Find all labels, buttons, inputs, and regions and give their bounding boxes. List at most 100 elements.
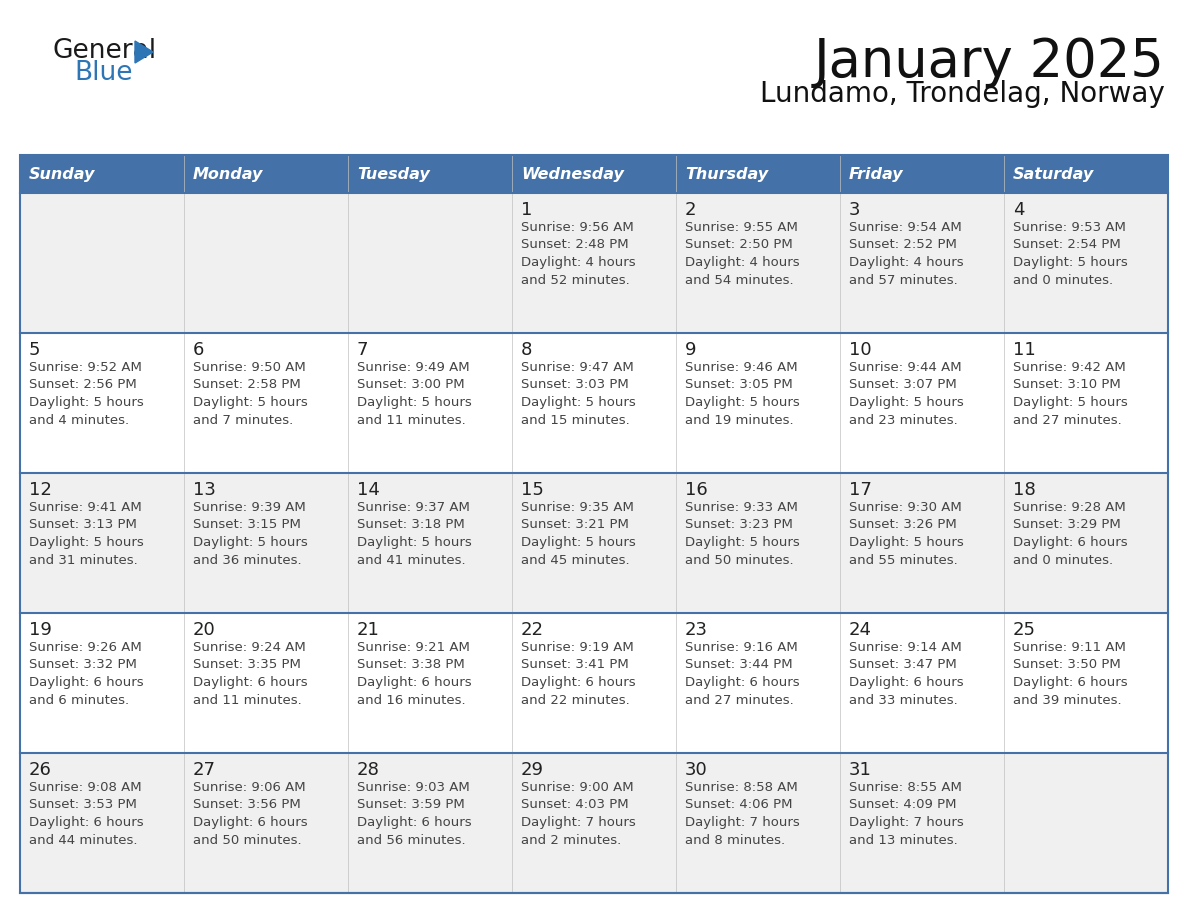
Text: 18: 18 <box>1013 481 1036 499</box>
Text: Sunset: 2:56 PM: Sunset: 2:56 PM <box>29 378 137 391</box>
Bar <box>676 155 840 193</box>
Text: 26: 26 <box>29 761 52 779</box>
Text: Sunset: 2:52 PM: Sunset: 2:52 PM <box>849 239 956 252</box>
Text: Sunrise: 9:26 AM: Sunrise: 9:26 AM <box>29 641 141 654</box>
Text: Sunrise: 9:33 AM: Sunrise: 9:33 AM <box>685 501 798 514</box>
Bar <box>512 155 676 193</box>
Text: Wednesday: Wednesday <box>522 166 624 182</box>
Text: Sunset: 3:59 PM: Sunset: 3:59 PM <box>358 799 465 812</box>
Text: Sunrise: 9:28 AM: Sunrise: 9:28 AM <box>1013 501 1126 514</box>
Text: General: General <box>52 38 156 64</box>
Text: Sunset: 3:26 PM: Sunset: 3:26 PM <box>849 519 956 532</box>
Text: and 52 minutes.: and 52 minutes. <box>522 274 630 286</box>
Text: 29: 29 <box>522 761 544 779</box>
Text: Sunset: 2:48 PM: Sunset: 2:48 PM <box>522 239 628 252</box>
Text: Sunrise: 9:08 AM: Sunrise: 9:08 AM <box>29 781 141 794</box>
Text: and 6 minutes.: and 6 minutes. <box>29 693 129 707</box>
Text: Sunrise: 9:19 AM: Sunrise: 9:19 AM <box>522 641 633 654</box>
Text: Lundamo, Trondelag, Norway: Lundamo, Trondelag, Norway <box>760 80 1165 108</box>
Text: Tuesday: Tuesday <box>358 166 430 182</box>
Text: Saturday: Saturday <box>1013 166 1094 182</box>
Text: Sunrise: 9:16 AM: Sunrise: 9:16 AM <box>685 641 798 654</box>
Text: Daylight: 5 hours: Daylight: 5 hours <box>1013 256 1127 269</box>
Bar <box>20 613 1168 753</box>
Text: Friday: Friday <box>849 166 904 182</box>
Text: and 2 minutes.: and 2 minutes. <box>522 834 621 846</box>
Text: Daylight: 6 hours: Daylight: 6 hours <box>849 676 963 689</box>
Text: and 13 minutes.: and 13 minutes. <box>849 834 958 846</box>
Text: Sunset: 3:10 PM: Sunset: 3:10 PM <box>1013 378 1120 391</box>
Text: and 57 minutes.: and 57 minutes. <box>849 274 958 286</box>
Text: Daylight: 5 hours: Daylight: 5 hours <box>849 396 963 409</box>
Text: Daylight: 6 hours: Daylight: 6 hours <box>29 676 144 689</box>
Text: Daylight: 5 hours: Daylight: 5 hours <box>358 536 472 549</box>
Bar <box>1004 155 1168 193</box>
Text: Sunset: 3:35 PM: Sunset: 3:35 PM <box>192 658 301 671</box>
Text: 14: 14 <box>358 481 380 499</box>
Text: Daylight: 4 hours: Daylight: 4 hours <box>849 256 963 269</box>
Text: and 36 minutes.: and 36 minutes. <box>192 554 302 566</box>
Text: and 23 minutes.: and 23 minutes. <box>849 413 958 427</box>
Text: Sunrise: 9:49 AM: Sunrise: 9:49 AM <box>358 361 469 374</box>
Text: Daylight: 6 hours: Daylight: 6 hours <box>29 816 144 829</box>
Text: Daylight: 7 hours: Daylight: 7 hours <box>685 816 800 829</box>
Text: Daylight: 6 hours: Daylight: 6 hours <box>192 676 308 689</box>
Text: and 4 minutes.: and 4 minutes. <box>29 413 129 427</box>
Text: Sunset: 2:58 PM: Sunset: 2:58 PM <box>192 378 301 391</box>
Bar <box>20 155 184 193</box>
Text: 6: 6 <box>192 341 204 359</box>
Text: Sunset: 3:56 PM: Sunset: 3:56 PM <box>192 799 301 812</box>
Bar <box>20 333 1168 473</box>
Text: Daylight: 4 hours: Daylight: 4 hours <box>522 256 636 269</box>
Text: Sunrise: 9:03 AM: Sunrise: 9:03 AM <box>358 781 469 794</box>
Text: Sunset: 3:53 PM: Sunset: 3:53 PM <box>29 799 137 812</box>
Text: 1: 1 <box>522 201 532 219</box>
Text: Blue: Blue <box>74 60 133 86</box>
Text: Sunrise: 9:37 AM: Sunrise: 9:37 AM <box>358 501 470 514</box>
Text: Sunset: 3:07 PM: Sunset: 3:07 PM <box>849 378 956 391</box>
Text: Daylight: 5 hours: Daylight: 5 hours <box>522 536 636 549</box>
Text: 20: 20 <box>192 621 216 639</box>
Text: Sunset: 3:15 PM: Sunset: 3:15 PM <box>192 519 301 532</box>
Text: 7: 7 <box>358 341 368 359</box>
Text: Sunset: 3:13 PM: Sunset: 3:13 PM <box>29 519 137 532</box>
Text: and 19 minutes.: and 19 minutes. <box>685 413 794 427</box>
Text: 22: 22 <box>522 621 544 639</box>
Text: 24: 24 <box>849 621 872 639</box>
Text: Daylight: 7 hours: Daylight: 7 hours <box>522 816 636 829</box>
Text: and 11 minutes.: and 11 minutes. <box>192 693 302 707</box>
Text: Sunrise: 9:14 AM: Sunrise: 9:14 AM <box>849 641 962 654</box>
Text: Sunset: 3:03 PM: Sunset: 3:03 PM <box>522 378 628 391</box>
Text: Sunset: 2:54 PM: Sunset: 2:54 PM <box>1013 239 1120 252</box>
Text: Sunset: 3:00 PM: Sunset: 3:00 PM <box>358 378 465 391</box>
Text: Daylight: 5 hours: Daylight: 5 hours <box>192 536 308 549</box>
Text: January 2025: January 2025 <box>814 36 1165 88</box>
Text: Daylight: 6 hours: Daylight: 6 hours <box>358 816 472 829</box>
Text: Sunset: 3:18 PM: Sunset: 3:18 PM <box>358 519 465 532</box>
Bar <box>20 753 1168 893</box>
Text: Daylight: 5 hours: Daylight: 5 hours <box>849 536 963 549</box>
Text: and 27 minutes.: and 27 minutes. <box>685 693 794 707</box>
Text: and 15 minutes.: and 15 minutes. <box>522 413 630 427</box>
Text: Sunrise: 9:56 AM: Sunrise: 9:56 AM <box>522 221 633 234</box>
Text: Sunrise: 9:30 AM: Sunrise: 9:30 AM <box>849 501 962 514</box>
Text: Daylight: 5 hours: Daylight: 5 hours <box>685 396 800 409</box>
Text: Sunrise: 9:41 AM: Sunrise: 9:41 AM <box>29 501 141 514</box>
Text: Sunrise: 9:06 AM: Sunrise: 9:06 AM <box>192 781 305 794</box>
Bar <box>20 155 1168 893</box>
Text: 19: 19 <box>29 621 52 639</box>
Text: Sunrise: 9:47 AM: Sunrise: 9:47 AM <box>522 361 633 374</box>
Text: Sunset: 3:32 PM: Sunset: 3:32 PM <box>29 658 137 671</box>
Text: Daylight: 6 hours: Daylight: 6 hours <box>1013 536 1127 549</box>
Text: 17: 17 <box>849 481 872 499</box>
Text: 31: 31 <box>849 761 872 779</box>
Text: 23: 23 <box>685 621 708 639</box>
Text: 4: 4 <box>1013 201 1024 219</box>
Text: 13: 13 <box>192 481 216 499</box>
Text: Sunset: 4:06 PM: Sunset: 4:06 PM <box>685 799 792 812</box>
Text: Sunrise: 8:55 AM: Sunrise: 8:55 AM <box>849 781 962 794</box>
Text: Sunday: Sunday <box>29 166 95 182</box>
Text: Daylight: 5 hours: Daylight: 5 hours <box>29 396 144 409</box>
Text: Sunset: 3:50 PM: Sunset: 3:50 PM <box>1013 658 1120 671</box>
Text: Daylight: 7 hours: Daylight: 7 hours <box>849 816 963 829</box>
